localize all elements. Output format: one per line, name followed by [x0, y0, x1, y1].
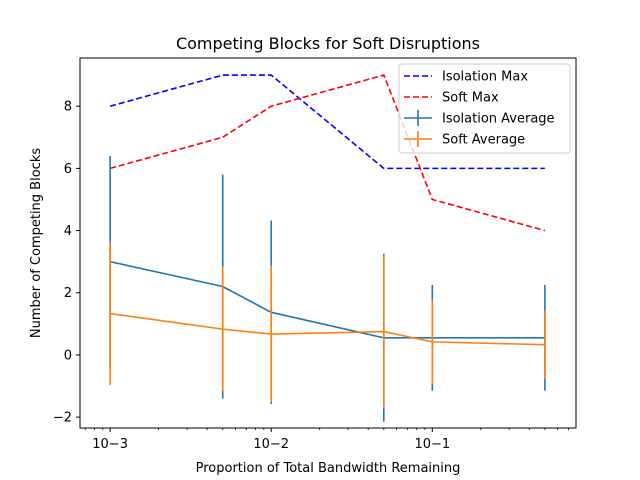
x-tick-label: 10−1	[414, 437, 450, 452]
soft-average-line	[110, 312, 545, 346]
legend-label-isolation-max: Isolation Max	[442, 70, 528, 85]
y-axis-title: Number of Competing Blocks	[29, 148, 44, 338]
y-tick-label: 0	[64, 348, 72, 363]
isolation-max-line	[109, 74, 545, 170]
axes: −2 0 2 4 6 8 10−3 10−2 10−1	[53, 100, 569, 452]
x-axis-title: Proportion of Total Bandwidth Remaining	[196, 461, 461, 476]
data-marks	[109, 74, 546, 422]
y-tick-label: 8	[64, 100, 72, 115]
legend: Isolation Max Soft Max Isolation Average So…	[398, 63, 571, 154]
chart-title: Competing Blocks for Soft Disruptions	[176, 34, 480, 53]
y-tick-label: 6	[64, 162, 72, 177]
y-tick-label: 4	[64, 224, 72, 239]
legend-box	[398, 63, 571, 154]
y-tick-label: −2	[53, 411, 72, 426]
isolation-average-line	[109, 260, 545, 339]
plot-frame	[79, 57, 577, 429]
legend-label-soft-max: Soft Max	[442, 91, 499, 106]
x-tick-label: 10−2	[253, 437, 289, 452]
y-tick-label: 2	[64, 286, 72, 301]
soft-max-line	[109, 74, 546, 232]
x-tick-label: 10−3	[92, 437, 128, 452]
legend-label-soft-average: Soft Average	[442, 133, 525, 148]
legend-label-isolation-average: Isolation Average	[442, 112, 555, 127]
